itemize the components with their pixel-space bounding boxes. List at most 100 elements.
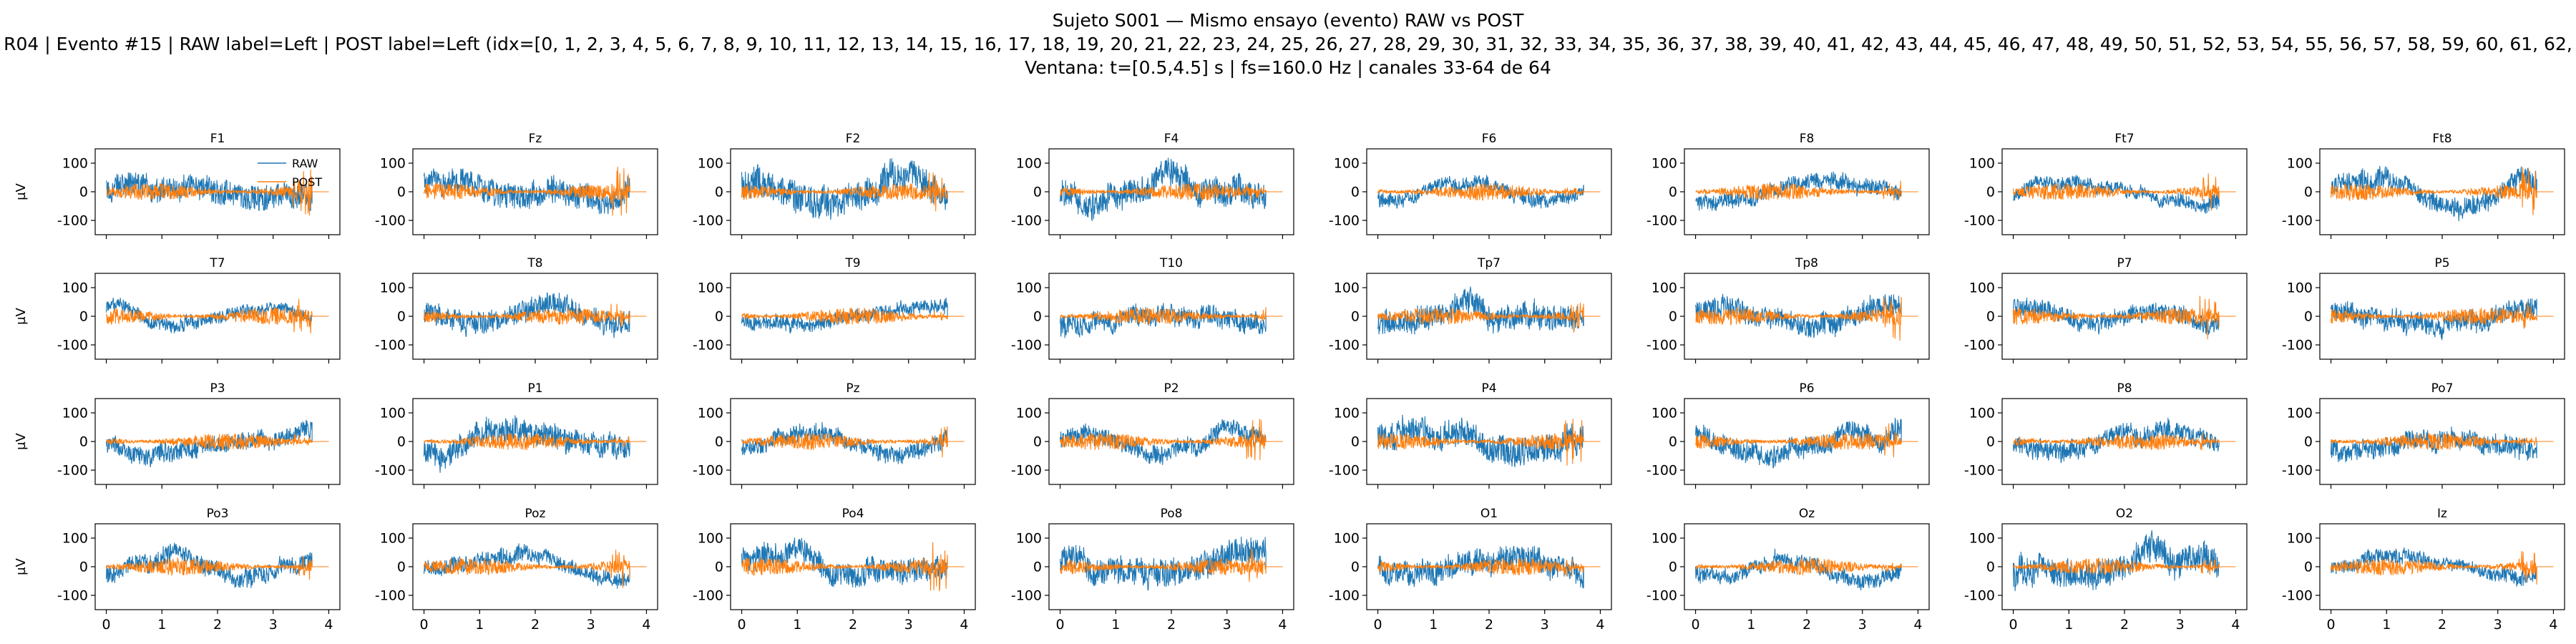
x-tick-label: 2 [1485,617,1493,633]
post-series-line [1377,302,1601,333]
post-series-line [2330,551,2554,585]
panel-title: T7 [209,256,225,270]
panel-po4: Po4 0 1 2 3 4 100 0 -100 [693,507,976,633]
y-tick-label: -100 [1329,588,1360,604]
post-series-line [2012,296,2236,340]
y-tick-label: -100 [1011,213,1042,229]
y-tick-label: -100 [2282,213,2313,229]
y-tick-label: 100 [380,531,406,547]
raw-series-line [2012,417,2236,464]
x-tick-label: 1 [157,617,166,633]
post-series-line [423,167,647,216]
post-series-line [1059,419,1283,461]
panel-title: Po3 [207,507,229,521]
y-tick-label: -100 [2282,338,2313,353]
y-tick-label: 0 [79,560,88,575]
y-tick-label: -100 [1329,213,1360,229]
y-tick-label: 0 [1669,185,1677,200]
x-tick-label: 2 [849,617,857,633]
y-tick-label: -100 [1964,338,1995,353]
x-tick-label: 1 [1747,617,1755,633]
y-tick-label: -100 [1329,338,1360,353]
y-tick-label: 0 [1351,434,1360,450]
x-tick-label: 3 [904,617,913,633]
y-tick-label: -100 [1646,463,1677,479]
y-tick-label: 0 [715,560,723,575]
x-tick-label: 0 [102,617,110,633]
raw-series-line [1059,303,1283,338]
x-tick-label: 4 [960,617,968,633]
panel-title: Po7 [2431,381,2454,396]
y-tick-label: -100 [693,338,723,353]
panel-t8: T8 100 0 -100 [375,256,658,364]
raw-series-line [1377,175,1601,209]
panel-p3: P3 100 0 -100 µV [14,381,341,489]
post-series-line [741,426,965,458]
x-tick-label: 1 [2382,617,2391,633]
x-tick-label: 1 [2064,617,2073,633]
raw-series-line [424,292,647,338]
post-series-line [741,542,965,592]
x-tick-label: 0 [2009,617,2017,633]
y-tick-label: -100 [57,463,88,479]
panel-title: F6 [1482,132,1497,146]
y-tick-label: 100 [1334,531,1360,547]
y-tick-label: 0 [1351,309,1360,325]
y-tick-label: -100 [1646,213,1677,229]
panel-t7: T7 100 0 -100 µV [14,256,341,364]
panel-title: Ft8 [2432,132,2451,146]
post-series-line [423,433,647,450]
y-tick-label: -100 [1646,338,1677,353]
panel-title: P4 [1481,381,1496,396]
panel-ft7: Ft7 100 0 -100 [1964,132,2248,239]
panel-title: Ft7 [2114,132,2134,146]
y-tick-label: 100 [1652,406,1677,421]
y-tick-label: 100 [1969,156,1995,172]
y-tick-label: 0 [1669,560,1677,575]
x-tick-label: 0 [1055,617,1064,633]
post-series-line [2330,433,2554,451]
panel-title: Po8 [1161,507,1183,521]
panel-o1: O1 0 1 2 3 4 100 0 -100 [1329,507,1612,633]
x-tick-label: 1 [475,617,484,633]
y-tick-label: 100 [1969,531,1995,547]
panel-p2: P2 100 0 -100 [1011,381,1294,489]
panel-title: P7 [2117,256,2132,270]
y-tick-label: 100 [1016,406,1042,421]
x-tick-label: 3 [269,617,278,633]
panel-title: T9 [844,256,860,270]
y-tick-label: 0 [2304,560,2313,575]
post-series-line [1060,306,1283,325]
y-tick-label: -100 [1646,588,1677,604]
title-line-1: Sujeto S001 — Mismo ensayo (evento) RAW … [1052,10,1524,31]
y-tick-label: 0 [1033,185,1042,200]
panel-t9: T9 100 0 -100 [693,256,976,364]
panel-po7: Po7 100 0 -100 [2282,381,2565,489]
panel-po8: Po8 0 1 2 3 4 100 0 -100 [1011,507,1294,633]
y-tick-label: -100 [1329,463,1360,479]
y-tick-label: 0 [2304,434,2313,450]
y-tick-label: -100 [1964,213,1995,229]
y-axis-label: µV [14,557,29,575]
panel-f6: F6 100 0 -100 [1329,132,1612,239]
panel-title: Tp8 [1795,256,1818,270]
post-series-line [106,433,329,451]
panel-tp7: Tp7 100 0 -100 [1329,256,1612,364]
panel-title: F1 [210,132,225,146]
y-tick-label: 0 [1669,434,1677,450]
title-line-2: R04 | Evento #15 | RAW label=Left | POST… [4,34,2572,54]
x-tick-label: 3 [2494,617,2502,633]
x-tick-label: 2 [1167,617,1176,633]
panel-title: Iz [2437,507,2447,521]
panel-p1: P1 100 0 -100 [375,381,658,489]
y-tick-label: 100 [1652,156,1677,172]
post-series-line [105,298,329,334]
y-tick-label: 100 [1016,156,1042,172]
x-tick-label: 1 [793,617,801,633]
raw-series-line [1059,536,1283,591]
y-tick-label: 100 [1652,531,1677,547]
x-tick-label: 2 [2438,617,2446,633]
panel-p7: P7 100 0 -100 [1964,256,2248,364]
x-tick-label: 4 [324,617,333,633]
